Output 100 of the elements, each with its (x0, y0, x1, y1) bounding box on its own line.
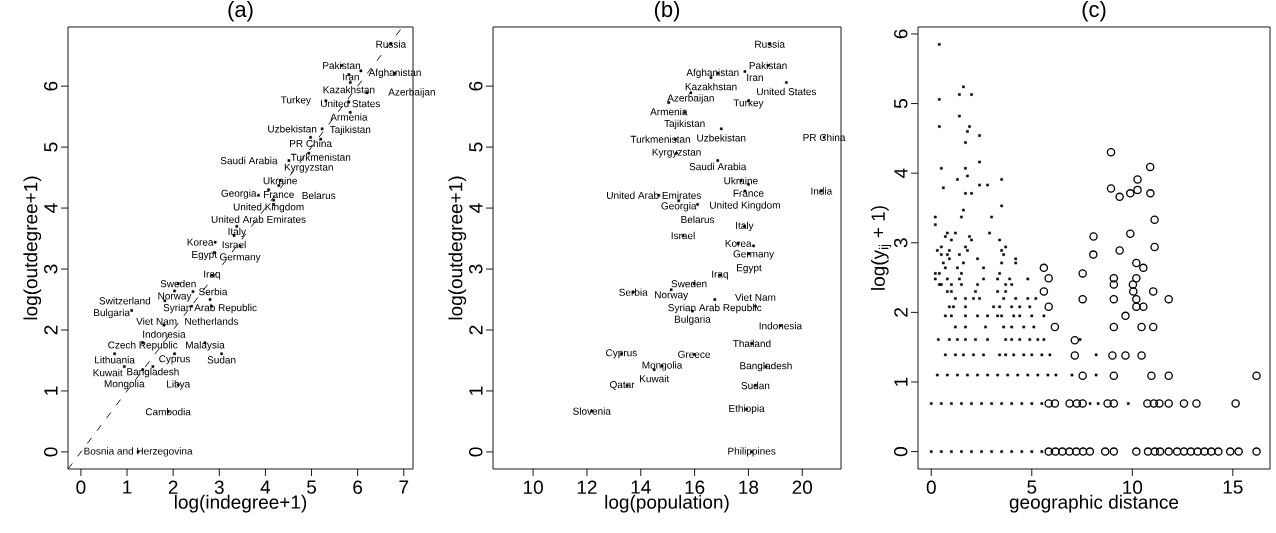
annotation: Kuwait (93, 368, 123, 377)
y-tick-label: 4 (469, 203, 483, 213)
annotation: Ethiopia (729, 404, 765, 414)
x-tick-label: 0 (76, 480, 86, 494)
y-tick-label: 5 (894, 99, 908, 109)
y-tick-label: 6 (894, 29, 908, 39)
annotation: Qatar (610, 381, 635, 390)
annotation: Kuwait (640, 374, 670, 383)
annotation: Cyprus (606, 349, 637, 359)
annotation: Kyrgyzstan (284, 163, 333, 173)
x-axis-title: log(indegree+1) (174, 494, 307, 513)
annotation: Egypt (192, 251, 217, 261)
annotation: Viet Nam (735, 293, 776, 301)
point (713, 298, 717, 301)
x-tick-label: 15 (1223, 480, 1243, 494)
y-tick-label: 3 (894, 238, 908, 248)
y-tick-label: 3 (469, 264, 483, 274)
x-tick-label: 16 (685, 480, 705, 494)
y-tick-label: 1 (894, 377, 908, 386)
x-tick-label: 6 (353, 480, 363, 494)
y-tick-label: 5 (469, 142, 483, 152)
annotation: Belarus (302, 191, 336, 200)
annotation: Switzerland (99, 297, 151, 305)
annotation: Lithuania (95, 356, 135, 364)
annotation: Serbia (199, 287, 228, 296)
annotation: PR China (290, 139, 332, 148)
annotation: Serbia (619, 288, 648, 296)
annotation: Uzbekistan (268, 125, 317, 133)
annotation: Ukraine (724, 176, 758, 185)
annotation: Tajikistan (664, 119, 705, 130)
annotation: Sweden (671, 279, 707, 288)
y-tick-label: 4 (44, 203, 58, 213)
point (696, 203, 699, 206)
annotation: Sudan (207, 356, 236, 364)
annotation: Kazakhstan (323, 85, 375, 94)
point (191, 290, 195, 293)
annotation: PR China (803, 133, 846, 142)
y-axis-title: log(y$_{ij}$ + 1) (870, 206, 892, 290)
annotation: Italy (228, 227, 246, 238)
x-tick-label: 18 (739, 480, 759, 494)
annotation: Pakistan (323, 61, 361, 70)
annotation: Cambodia (145, 408, 191, 416)
point (320, 127, 324, 131)
annotation: Netherlands (185, 317, 239, 325)
annotation: Georgia (221, 189, 257, 199)
annotation: Iran (343, 73, 359, 81)
annotation: Russia (755, 40, 785, 48)
x-tick-label: 7 (399, 480, 409, 494)
x-tick-label: 10 (1123, 480, 1143, 494)
point (130, 309, 133, 312)
chart-title: (a) (228, 0, 253, 22)
annotation: United Kingdom (710, 201, 780, 211)
y-tick-label: 5 (44, 142, 58, 152)
x-tick-label: 3 (214, 480, 224, 494)
x-tick-label: 20 (792, 480, 813, 494)
annotation: Georgia (661, 202, 697, 212)
point (719, 127, 723, 131)
point (752, 244, 755, 248)
y-tick-label: 6 (44, 81, 58, 91)
point (785, 81, 788, 84)
y-tick-label: 2 (44, 325, 58, 335)
annotation: United States (321, 99, 380, 108)
x-tick-label: 10 (523, 480, 543, 494)
annotation: Turkey (733, 99, 764, 109)
annotation: Azerbaijan (667, 94, 714, 104)
annotation: Turkmenistan (630, 135, 690, 143)
point (113, 352, 116, 356)
annotation: Bangladesh (127, 367, 179, 378)
annotation: India (811, 187, 833, 195)
annotation: Mongolia (642, 361, 683, 371)
annotation: Mongolia (104, 379, 145, 390)
y-tick-label: 4 (894, 168, 908, 179)
x-axis-title: log(population) (605, 494, 729, 513)
point (235, 225, 239, 228)
annotation: United Arab Emirates (211, 215, 306, 223)
y-axis-title: log(outdegree+1) (23, 176, 42, 320)
annotation: Turkmenistan (290, 153, 351, 161)
annotation: France (264, 191, 294, 198)
annotation: Ukraine (263, 176, 297, 185)
y-tick-label: 0 (44, 447, 58, 457)
point (743, 70, 747, 73)
annotation: Malaysia (186, 341, 225, 351)
annotation: Azerbaijan (388, 88, 435, 98)
annotation: United Kingdom (233, 203, 304, 213)
annotation: Tajikistan (329, 125, 371, 136)
y-tick-label: 0 (894, 447, 908, 457)
annotation: Bulgaria (94, 308, 130, 319)
x-tick-label: 14 (631, 480, 651, 494)
x-tick-label: 0 (926, 480, 936, 494)
y-tick-label: 0 (469, 447, 483, 457)
annotation: Afghanistan (368, 68, 421, 78)
x-tick-label: 2 (168, 480, 178, 494)
y-tick-label: 1 (469, 386, 483, 395)
annotation: United Arab Emirates (607, 191, 701, 199)
annotation: Bosnia and Herzegovina (84, 447, 193, 457)
point (359, 69, 363, 73)
annotation: Armenia (650, 107, 688, 116)
annotation: Germany (733, 250, 775, 260)
point (208, 298, 212, 301)
annotation: Germany (219, 253, 261, 263)
